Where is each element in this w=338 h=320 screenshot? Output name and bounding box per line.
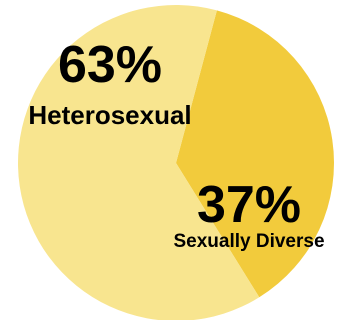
pie-labels: 63% Heterosexual 37% Sexually Diverse <box>28 36 324 252</box>
sexually-diverse-percent-label: 37% <box>197 176 301 234</box>
heterosexual-category-label: Heterosexual <box>28 100 191 130</box>
sexually-diverse-category-label: Sexually Diverse <box>173 231 324 252</box>
heterosexual-percent-label: 63% <box>58 36 162 94</box>
pie-slices <box>18 4 335 320</box>
pie-slice-heterosexual <box>18 4 260 320</box>
pie-slice-sexually-diverse <box>176 10 335 298</box>
